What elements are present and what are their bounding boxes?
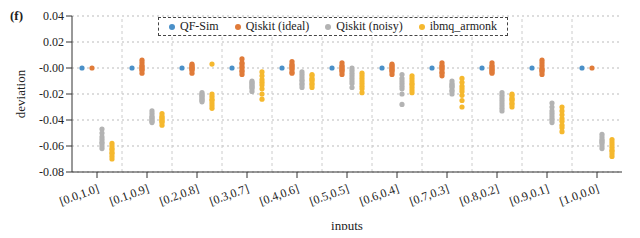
svg-text:[0.0,1.0]: [0.0,1.0] [57,181,100,208]
html-text:(f): (f) [10,8,23,23]
svg-text:0.02: 0.02 [43,35,64,49]
svg-text:-0.00: -0.00 [39,61,64,75]
html-text:QF-Sim: QF-Sim [180,19,219,33]
svg-text:-0.08: -0.08 [39,165,64,179]
html-text:Qiskit (ideal): Qiskit (ideal) [245,19,310,33]
svg-text:[0.8,0.2]: [0.8,0.2] [457,181,500,208]
svg-text:0.04: 0.04 [43,9,64,23]
svg-text:[0.1,0.9]: [0.1,0.9] [107,181,150,208]
svg-text:[1.0,0.0]: [1.0,0.0] [557,181,600,208]
svg-text:deviation: deviation [13,69,28,118]
svg-text:[0.2,0.8]: [0.2,0.8] [157,181,200,208]
svg-text:[0.5,0.5]: [0.5,0.5] [307,181,350,208]
html-text:Qiskit (noisy): Qiskit (noisy) [336,19,403,33]
svg-text:[0.4,0.6]: [0.4,0.6] [257,181,300,208]
svg-text:inputs: inputs [331,218,363,230]
svg-text:-0.06: -0.06 [39,139,64,153]
html-text:ibmq_armonk: ibmq_armonk [429,19,497,33]
svg-text:[0.7,0.3]: [0.7,0.3] [407,181,450,208]
svg-text:[0.9,0.1]: [0.9,0.1] [507,181,550,208]
svg-text:-0.04: -0.04 [39,113,64,127]
svg-text:[0.6,0.4]: [0.6,0.4] [357,181,400,208]
svg-text:-0.02: -0.02 [39,87,64,101]
svg-text:[0.3,0.7]: [0.3,0.7] [207,181,250,208]
